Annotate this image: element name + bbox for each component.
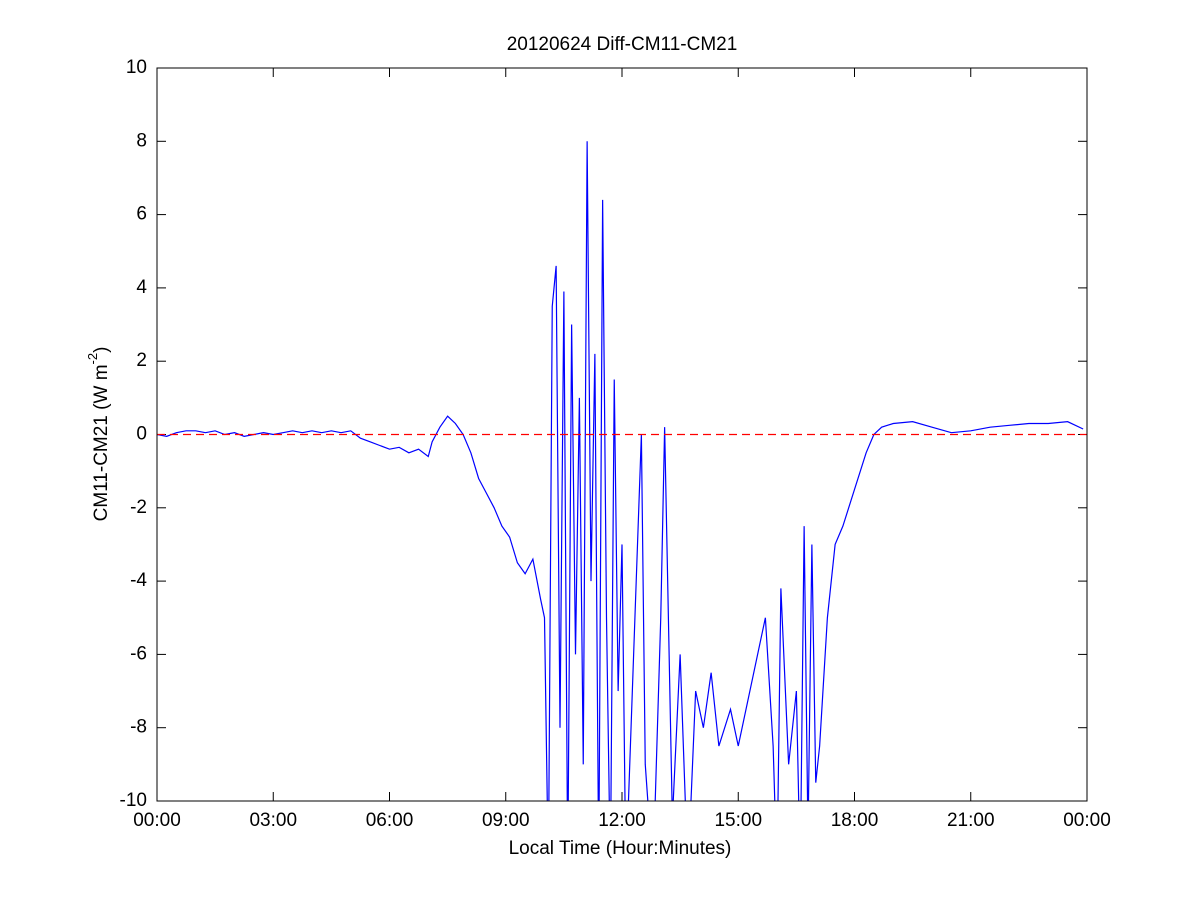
y-tick-label: -2 xyxy=(130,497,147,518)
x-tick-label: 03:00 xyxy=(249,810,297,831)
y-tick-label: -4 xyxy=(130,570,147,591)
chart-title: 20120624 Diff-CM11-CM21 xyxy=(507,34,738,55)
y-tick-label: -8 xyxy=(130,717,147,738)
y-tick-label: 10 xyxy=(126,57,147,78)
y-tick-label: 0 xyxy=(136,424,147,445)
y-axis-label-end: ) xyxy=(91,347,112,353)
x-tick-label: 18:00 xyxy=(831,810,879,831)
data-line xyxy=(157,141,1084,801)
plot-frame xyxy=(156,67,1088,802)
y-tick-label: 2 xyxy=(136,350,147,371)
x-tick-label: 00:00 xyxy=(133,810,181,831)
x-tick-label: 06:00 xyxy=(366,810,414,831)
y-axis-label: CM11-CM21 (W m-2) xyxy=(85,347,112,522)
y-axis-label-sup: -2 xyxy=(85,353,100,365)
y-tick-label: 8 xyxy=(136,130,147,151)
y-tick-label: -10 xyxy=(120,790,147,811)
x-tick-label: 15:00 xyxy=(714,810,762,831)
y-tick-label: 6 xyxy=(136,204,147,225)
x-tick-label: 12:00 xyxy=(598,810,646,831)
x-tick-label: 09:00 xyxy=(482,810,530,831)
y-tick-label: -6 xyxy=(130,643,147,664)
x-axis-label: Local Time (Hour:Minutes) xyxy=(509,838,732,859)
y-axis-label-main: CM11-CM21 (W m xyxy=(91,364,112,521)
x-tick-label: 21:00 xyxy=(947,810,995,831)
x-tick-label: 00:00 xyxy=(1063,810,1111,831)
y-tick-label: 4 xyxy=(136,277,147,298)
